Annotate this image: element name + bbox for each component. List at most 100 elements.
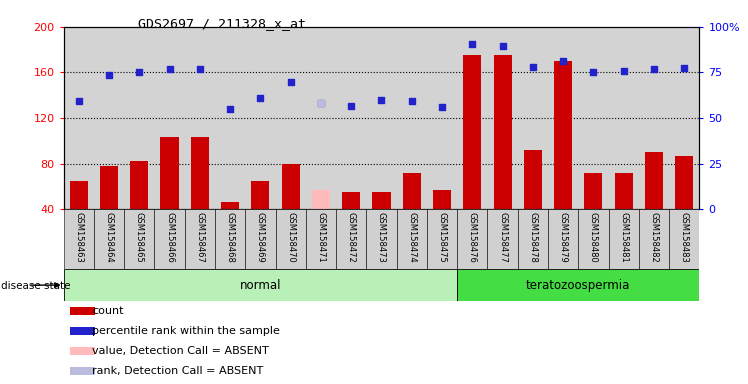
Bar xyxy=(396,209,427,269)
Point xyxy=(405,98,417,104)
Bar xyxy=(306,209,336,269)
Text: value, Detection Call = ABSENT: value, Detection Call = ABSENT xyxy=(92,346,269,356)
Text: GSM158466: GSM158466 xyxy=(165,212,174,263)
Point xyxy=(194,66,206,72)
Bar xyxy=(457,209,488,269)
Point xyxy=(587,70,599,76)
Point xyxy=(164,66,176,72)
Point xyxy=(285,79,297,85)
Text: GSM158479: GSM158479 xyxy=(559,212,568,263)
Point xyxy=(315,100,327,106)
Bar xyxy=(645,152,663,255)
Bar xyxy=(70,367,96,375)
Bar xyxy=(548,209,578,269)
Text: rank, Detection Call = ABSENT: rank, Detection Call = ABSENT xyxy=(92,366,263,376)
Text: GSM158463: GSM158463 xyxy=(74,212,83,263)
Point xyxy=(346,103,358,109)
Bar xyxy=(191,137,209,255)
Bar xyxy=(161,137,179,255)
Bar xyxy=(70,307,96,316)
Text: GSM158476: GSM158476 xyxy=(468,212,476,263)
Text: normal: normal xyxy=(239,279,281,291)
Point xyxy=(73,98,85,104)
Text: GSM158477: GSM158477 xyxy=(498,212,507,263)
Bar xyxy=(275,209,306,269)
Text: GSM158474: GSM158474 xyxy=(407,212,416,263)
Bar xyxy=(94,209,124,269)
Bar xyxy=(609,209,639,269)
Text: GSM158464: GSM158464 xyxy=(105,212,114,263)
Text: GSM158471: GSM158471 xyxy=(316,212,325,263)
Point xyxy=(254,94,266,101)
Bar xyxy=(281,164,300,255)
Point xyxy=(466,41,478,47)
Text: GDS2697 / 211328_x_at: GDS2697 / 211328_x_at xyxy=(138,17,307,30)
Point xyxy=(103,72,115,78)
Bar xyxy=(245,209,275,269)
Point xyxy=(315,100,327,106)
Bar xyxy=(554,61,572,255)
Point xyxy=(497,43,509,49)
Text: GSM158475: GSM158475 xyxy=(438,212,447,263)
Bar xyxy=(185,209,215,269)
Text: GSM158469: GSM158469 xyxy=(256,212,265,263)
Point xyxy=(527,64,539,70)
Point xyxy=(375,97,387,103)
Bar xyxy=(70,181,88,255)
Point xyxy=(648,66,660,72)
Text: GSM158483: GSM158483 xyxy=(680,212,689,263)
Bar xyxy=(457,269,699,301)
Bar xyxy=(336,209,367,269)
Text: GSM158468: GSM158468 xyxy=(226,212,235,263)
Bar xyxy=(367,209,396,269)
Bar xyxy=(584,173,602,255)
Bar xyxy=(373,192,390,255)
Bar xyxy=(669,209,699,269)
Bar xyxy=(312,190,330,255)
Bar xyxy=(342,192,361,255)
Bar xyxy=(215,209,245,269)
Text: GSM158481: GSM158481 xyxy=(619,212,628,263)
Point xyxy=(133,70,145,76)
Text: GSM158482: GSM158482 xyxy=(649,212,658,263)
Bar xyxy=(427,209,457,269)
Bar xyxy=(463,55,482,255)
Text: GSM158472: GSM158472 xyxy=(347,212,356,263)
Point xyxy=(678,65,690,71)
Bar xyxy=(494,55,512,255)
Text: percentile rank within the sample: percentile rank within the sample xyxy=(92,326,280,336)
Point xyxy=(436,104,448,110)
Text: count: count xyxy=(92,306,123,316)
Point xyxy=(557,58,569,64)
Bar xyxy=(524,150,542,255)
Bar xyxy=(615,173,633,255)
Bar xyxy=(675,156,693,255)
Bar xyxy=(312,190,330,255)
Text: GSM158480: GSM158480 xyxy=(589,212,598,263)
Text: GSM158467: GSM158467 xyxy=(195,212,204,263)
Point xyxy=(224,106,236,112)
Text: GSM158465: GSM158465 xyxy=(135,212,144,263)
Text: GSM158473: GSM158473 xyxy=(377,212,386,263)
Bar xyxy=(100,166,118,255)
Bar xyxy=(639,209,669,269)
Bar xyxy=(518,209,548,269)
Text: teratozoospermia: teratozoospermia xyxy=(526,279,631,291)
Text: disease state: disease state xyxy=(1,281,71,291)
Text: GSM158470: GSM158470 xyxy=(286,212,295,263)
Bar xyxy=(578,209,609,269)
Bar xyxy=(251,181,269,255)
Bar xyxy=(154,209,185,269)
Bar xyxy=(433,190,451,255)
Text: GSM158478: GSM158478 xyxy=(528,212,537,263)
Bar xyxy=(70,347,96,355)
Bar xyxy=(124,209,154,269)
Bar xyxy=(64,209,94,269)
Bar xyxy=(70,327,96,335)
Bar xyxy=(221,202,239,255)
Bar xyxy=(488,209,518,269)
Bar xyxy=(130,161,148,255)
Point xyxy=(618,68,630,74)
Bar xyxy=(402,173,421,255)
Bar xyxy=(64,269,457,301)
